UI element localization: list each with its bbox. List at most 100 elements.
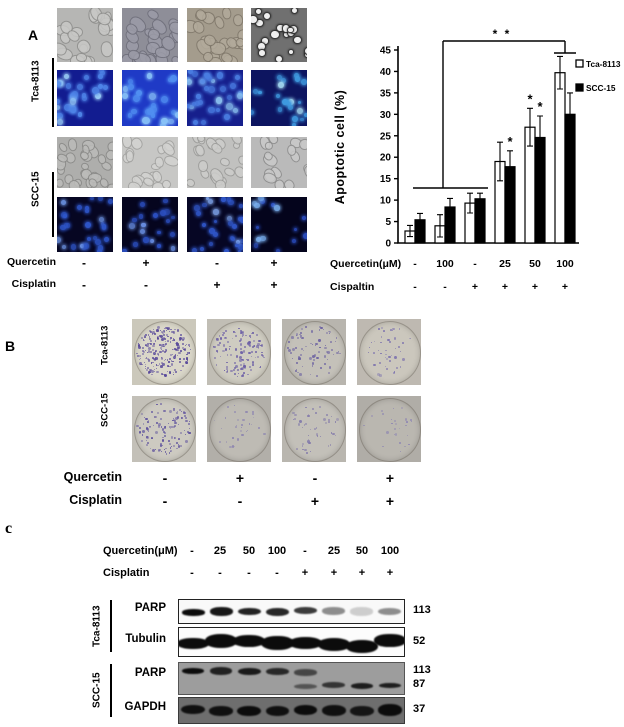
petri-dish-circle [359,321,421,385]
colony-dot [297,355,300,358]
chart-text: 30 [380,110,392,121]
colony-dot [388,355,391,359]
colony-dot [240,374,244,378]
treatment-symbol: - [218,567,222,579]
cell-texture-dot [290,8,299,15]
colony-dot [188,420,191,423]
treatment-symbol: + [330,567,338,579]
cell-texture-dot [253,89,258,95]
colony-dot [170,445,173,448]
colony-dot [170,426,173,429]
colony-dot [149,330,151,332]
cell-texture-dot [80,243,85,248]
colony-dot [247,430,249,432]
colony-dot [240,351,244,355]
colony-dot [410,338,412,340]
cell-texture-dot [215,97,223,104]
cell-texture-dot [258,90,263,95]
bar-Tca-8113-group-5 [554,72,566,244]
cell-texture-dot [292,239,297,243]
micrograph-tca8113-dapi-1 [57,70,113,126]
micrograph-tca8113-brightfield-4 [251,8,307,62]
colony-dot [136,352,138,355]
colony-dot [181,416,183,419]
colony-dot [173,372,175,374]
cell-texture-dot [208,86,216,93]
colony-dot [395,367,398,370]
colony-dot [377,373,381,377]
colony-dot [165,334,168,337]
cell-texture-dot [166,219,171,223]
cell-texture-dot [154,155,165,169]
colony-dot [234,373,237,376]
cell-texture-dot [188,70,193,74]
protein-band [237,607,261,616]
colony-dot [301,445,304,447]
colony-dot [170,449,173,452]
colony-dot [394,433,398,436]
cell-texture-dot [275,93,280,98]
colony-dot [156,325,160,329]
colony-dot [175,342,178,345]
colony-dot [322,417,326,421]
colony-dot [377,349,379,352]
protein-band [181,609,205,616]
colony-dot [148,347,151,350]
micrograph-tca8113-dapi-4 [251,70,307,126]
cell-texture-dot [159,123,166,126]
colony-dish-tca8113-1 [132,319,196,385]
colony-dot [144,350,146,352]
error-bar [557,55,563,90]
colony-dot [137,355,140,358]
cell-texture-dot [77,83,84,90]
cell-texture-dot [187,78,192,85]
cell-texture-dot [93,235,98,240]
blot-strip-tubulin-1 [178,627,405,657]
colony-dot [174,369,176,372]
legend-label-SCC-15: SCC-15 [586,83,616,93]
colony-dot [157,353,160,356]
colony-dot [168,371,172,374]
protein-band [294,683,317,689]
cell-texture-dot [192,71,199,78]
colony-dot [400,406,404,410]
colony-dot [139,426,141,429]
cell-texture-dot [57,177,65,188]
colony-dot [173,437,176,439]
colony-dot [175,341,179,345]
colony-dot [177,351,181,355]
colony-dot [326,332,329,335]
colony-dot [242,350,246,353]
colony-dot [148,430,150,432]
colony-dot [174,355,177,358]
cell-texture-dot [223,248,229,252]
colony-dot [189,348,191,350]
colony-dot [260,344,263,347]
colony-dot [143,350,146,353]
chart-cisplatin-row: Cispaltin - - + + + + [330,281,624,299]
treatment-symbol: 25 [499,258,511,270]
treatment-symbol: + [471,281,479,293]
colony-dot [313,354,317,357]
colony-dot [249,336,252,339]
colony-dot [153,359,156,362]
colony-dot [254,356,256,359]
colony-dot [144,343,147,346]
colony-dot [163,432,166,434]
treatment-symbol: 50 [355,545,369,557]
colony-dot [145,439,147,442]
colony-dot [181,343,184,345]
cell-texture-dot [260,235,266,242]
colony-dot [393,337,397,340]
colony-dot [180,410,182,413]
colony-dot [397,345,401,349]
colony-dot [224,416,227,419]
cell-texture-dot [142,117,150,125]
treatment-symbol: - [247,567,251,579]
colony-dot [233,361,236,364]
colony-dot [390,329,392,331]
mw-label-52: 52 [413,635,426,647]
treatment-symbol: - [215,256,219,270]
colony-dot [169,358,172,361]
colony-dot [334,421,337,423]
